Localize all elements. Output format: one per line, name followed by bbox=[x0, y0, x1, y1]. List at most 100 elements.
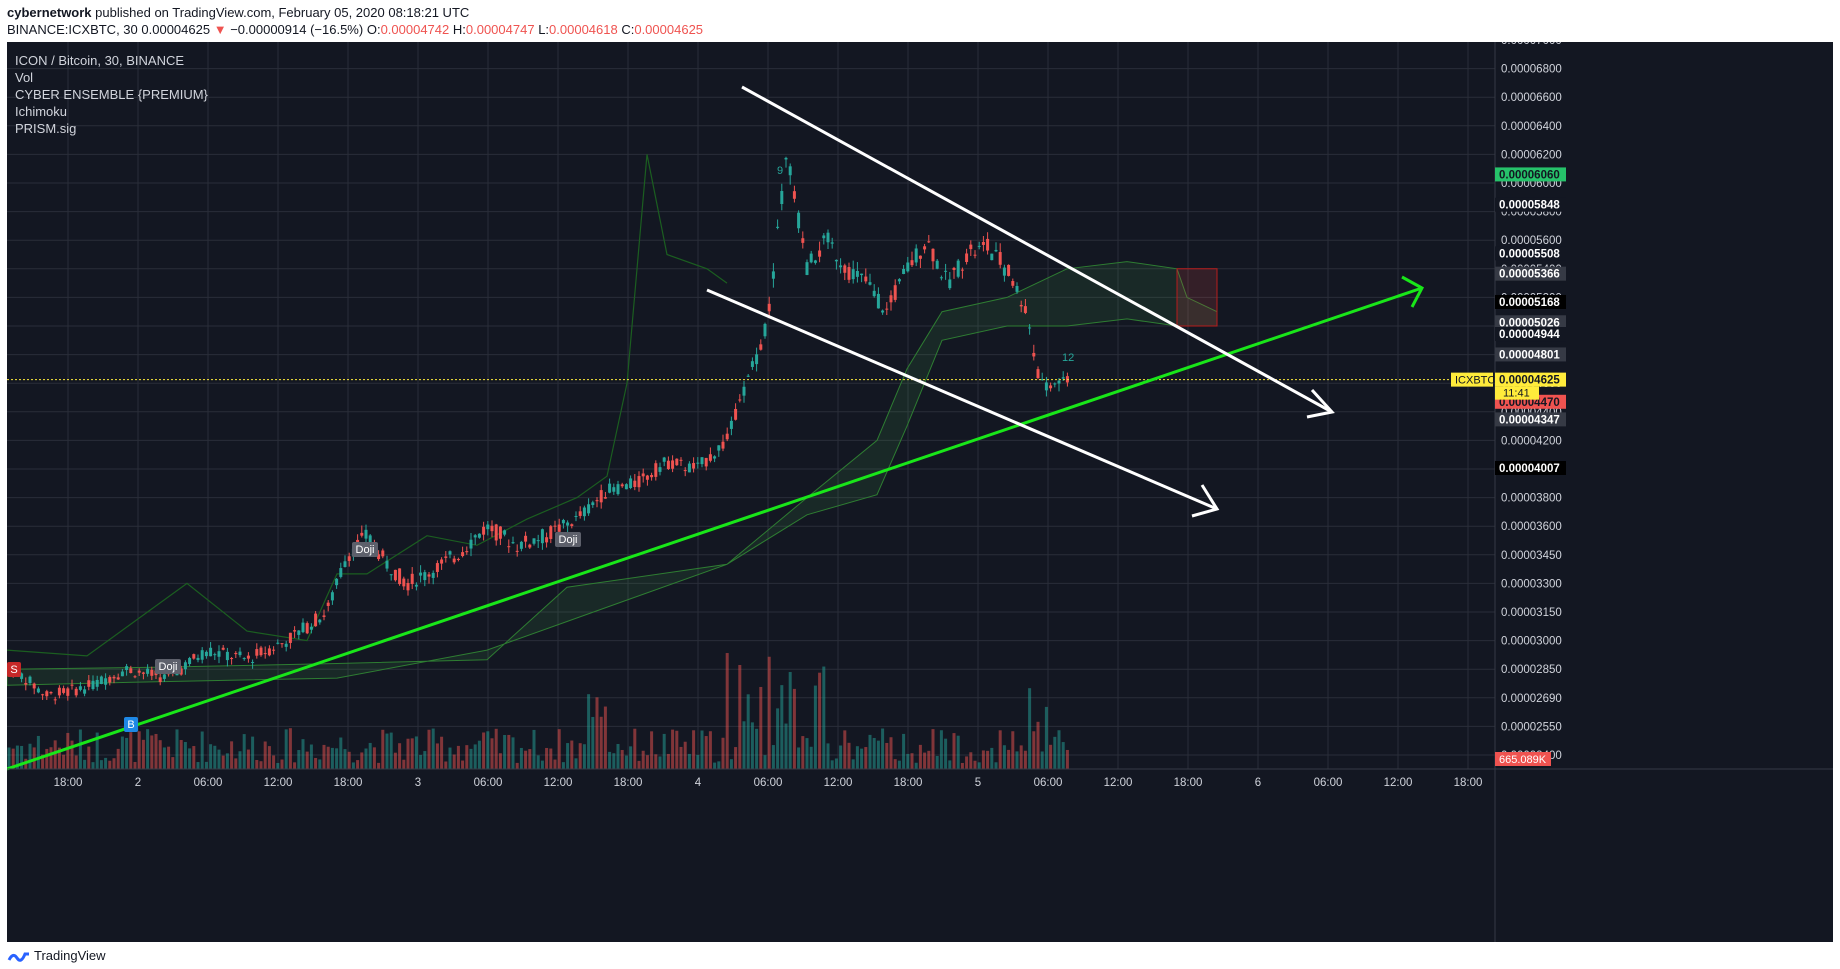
candle-body bbox=[1040, 379, 1044, 381]
candle-body bbox=[368, 535, 372, 543]
volume-bar bbox=[490, 738, 494, 769]
candle-body bbox=[763, 323, 767, 337]
candle-body bbox=[398, 568, 402, 585]
volume-bar bbox=[150, 735, 154, 769]
candle-body bbox=[234, 652, 238, 655]
legend-symbol[interactable]: ICON / Bitcoin, 30, BINANCE bbox=[15, 53, 185, 68]
candle-body bbox=[755, 354, 759, 365]
volume-bar bbox=[377, 762, 381, 769]
volume-bar bbox=[87, 746, 91, 769]
volume-bar bbox=[49, 747, 53, 769]
volume-bar bbox=[423, 751, 427, 769]
volume-bar bbox=[851, 759, 855, 769]
volume-bar bbox=[36, 735, 40, 769]
price-tick-label: 0.00007000 bbox=[1501, 42, 1562, 47]
candle-body bbox=[28, 676, 32, 684]
price-label-text: 0.00005848 bbox=[1499, 200, 1560, 212]
legend-indicator-prism[interactable]: PRISM.sig bbox=[15, 121, 77, 136]
candle-body bbox=[431, 572, 435, 578]
volume-bar bbox=[986, 750, 990, 769]
volume-bar bbox=[108, 760, 112, 769]
uptrend-arrow-icon bbox=[1401, 275, 1425, 308]
brand-name[interactable]: TradingView bbox=[34, 948, 106, 963]
price-label-text: 0.00005508 bbox=[1499, 248, 1560, 260]
candle-body bbox=[528, 544, 532, 548]
candle-body bbox=[788, 166, 792, 176]
candle-body bbox=[314, 613, 318, 627]
time-tick-label: 2 bbox=[135, 777, 141, 789]
candle-body bbox=[32, 683, 36, 689]
volume-bar bbox=[125, 737, 129, 769]
volume-bar bbox=[1049, 744, 1053, 769]
volume-bar bbox=[759, 686, 763, 769]
volume-bar bbox=[545, 747, 549, 769]
candle-body bbox=[545, 537, 549, 543]
candle-body bbox=[578, 511, 582, 516]
time-tick-label: 12:00 bbox=[824, 777, 853, 789]
volume-bar bbox=[994, 762, 998, 769]
candle-body bbox=[738, 399, 742, 401]
candle-body bbox=[347, 556, 351, 561]
volume-bar bbox=[717, 761, 721, 769]
price-label-text: 0.00005026 bbox=[1499, 317, 1560, 329]
volume-bar bbox=[973, 760, 977, 769]
price-tick-label: 0.00005600 bbox=[1501, 235, 1562, 247]
volume-bar bbox=[1057, 730, 1061, 769]
volume-bar bbox=[503, 735, 507, 769]
candle-body bbox=[87, 680, 91, 687]
volume-bar bbox=[557, 729, 561, 769]
volume-bar bbox=[633, 728, 637, 769]
volume-bar bbox=[675, 730, 679, 769]
candle-body bbox=[860, 273, 864, 276]
volume-bar bbox=[230, 741, 234, 769]
price-label-text: 0.00004347 bbox=[1499, 414, 1560, 426]
volume-bar bbox=[906, 753, 910, 769]
candle-body bbox=[360, 532, 364, 536]
volume-bar bbox=[120, 736, 124, 769]
volume-bar bbox=[196, 762, 200, 769]
signal-badge bbox=[7, 662, 21, 677]
candle-body bbox=[818, 250, 822, 257]
chart-svg[interactable]: DojiDojiDojiSB9120.000070000.000068000.0… bbox=[7, 42, 1833, 942]
volume-bar bbox=[112, 758, 116, 769]
candle-body bbox=[402, 578, 406, 587]
candle-body bbox=[99, 676, 103, 685]
candle-body bbox=[750, 361, 754, 367]
candle-body bbox=[608, 483, 612, 493]
volume-bar bbox=[410, 738, 414, 769]
candle-body bbox=[242, 658, 246, 660]
volume-bar bbox=[574, 758, 578, 769]
volume-bar bbox=[477, 740, 481, 769]
volume-bar bbox=[830, 760, 834, 769]
author[interactable]: cybernetwork bbox=[7, 5, 92, 20]
volume-bar bbox=[57, 747, 61, 769]
candle-body bbox=[889, 295, 893, 303]
price-tick-label: 0.00003300 bbox=[1501, 578, 1562, 590]
legend-indicator-ichimoku[interactable]: Ichimoku bbox=[15, 104, 68, 119]
volume-bar bbox=[494, 728, 498, 769]
price-axis: 0.00007000 0.00006800 0.00006600 0.00006400… bbox=[1451, 42, 1566, 942]
volume-bar bbox=[330, 747, 334, 769]
chart-area[interactable]: DojiDojiDojiSB9120.000070000.000068000.0… bbox=[7, 42, 1833, 942]
candle-body bbox=[910, 260, 914, 266]
candle-body bbox=[494, 524, 498, 541]
candle-body bbox=[826, 232, 830, 243]
volume-bar bbox=[767, 656, 771, 769]
candle-body bbox=[343, 561, 347, 567]
legend-indicator-cyber[interactable]: CYBER ENSEMBLE {PREMIUM} bbox=[15, 87, 208, 102]
volume-bar bbox=[864, 747, 868, 769]
channel-upper-line bbox=[741, 85, 1333, 414]
volume-bar bbox=[566, 743, 570, 769]
volume-bar bbox=[855, 746, 859, 769]
candle-body bbox=[566, 522, 570, 526]
price-tick-label: 0.00003800 bbox=[1501, 493, 1562, 505]
volume-bar bbox=[813, 685, 817, 769]
price-label-text: 0.00006060 bbox=[1499, 169, 1560, 181]
volume-bar bbox=[427, 729, 431, 769]
symbol-label: BINANCE:ICXBTC, 30 bbox=[7, 22, 138, 37]
symbol-tag-bg bbox=[1451, 372, 1493, 387]
legend-volume[interactable]: Vol bbox=[15, 70, 34, 85]
volume-bar bbox=[839, 745, 843, 769]
tradingview-logo-icon[interactable] bbox=[7, 946, 31, 966]
price-tick-label: 0.00003600 bbox=[1501, 521, 1562, 533]
